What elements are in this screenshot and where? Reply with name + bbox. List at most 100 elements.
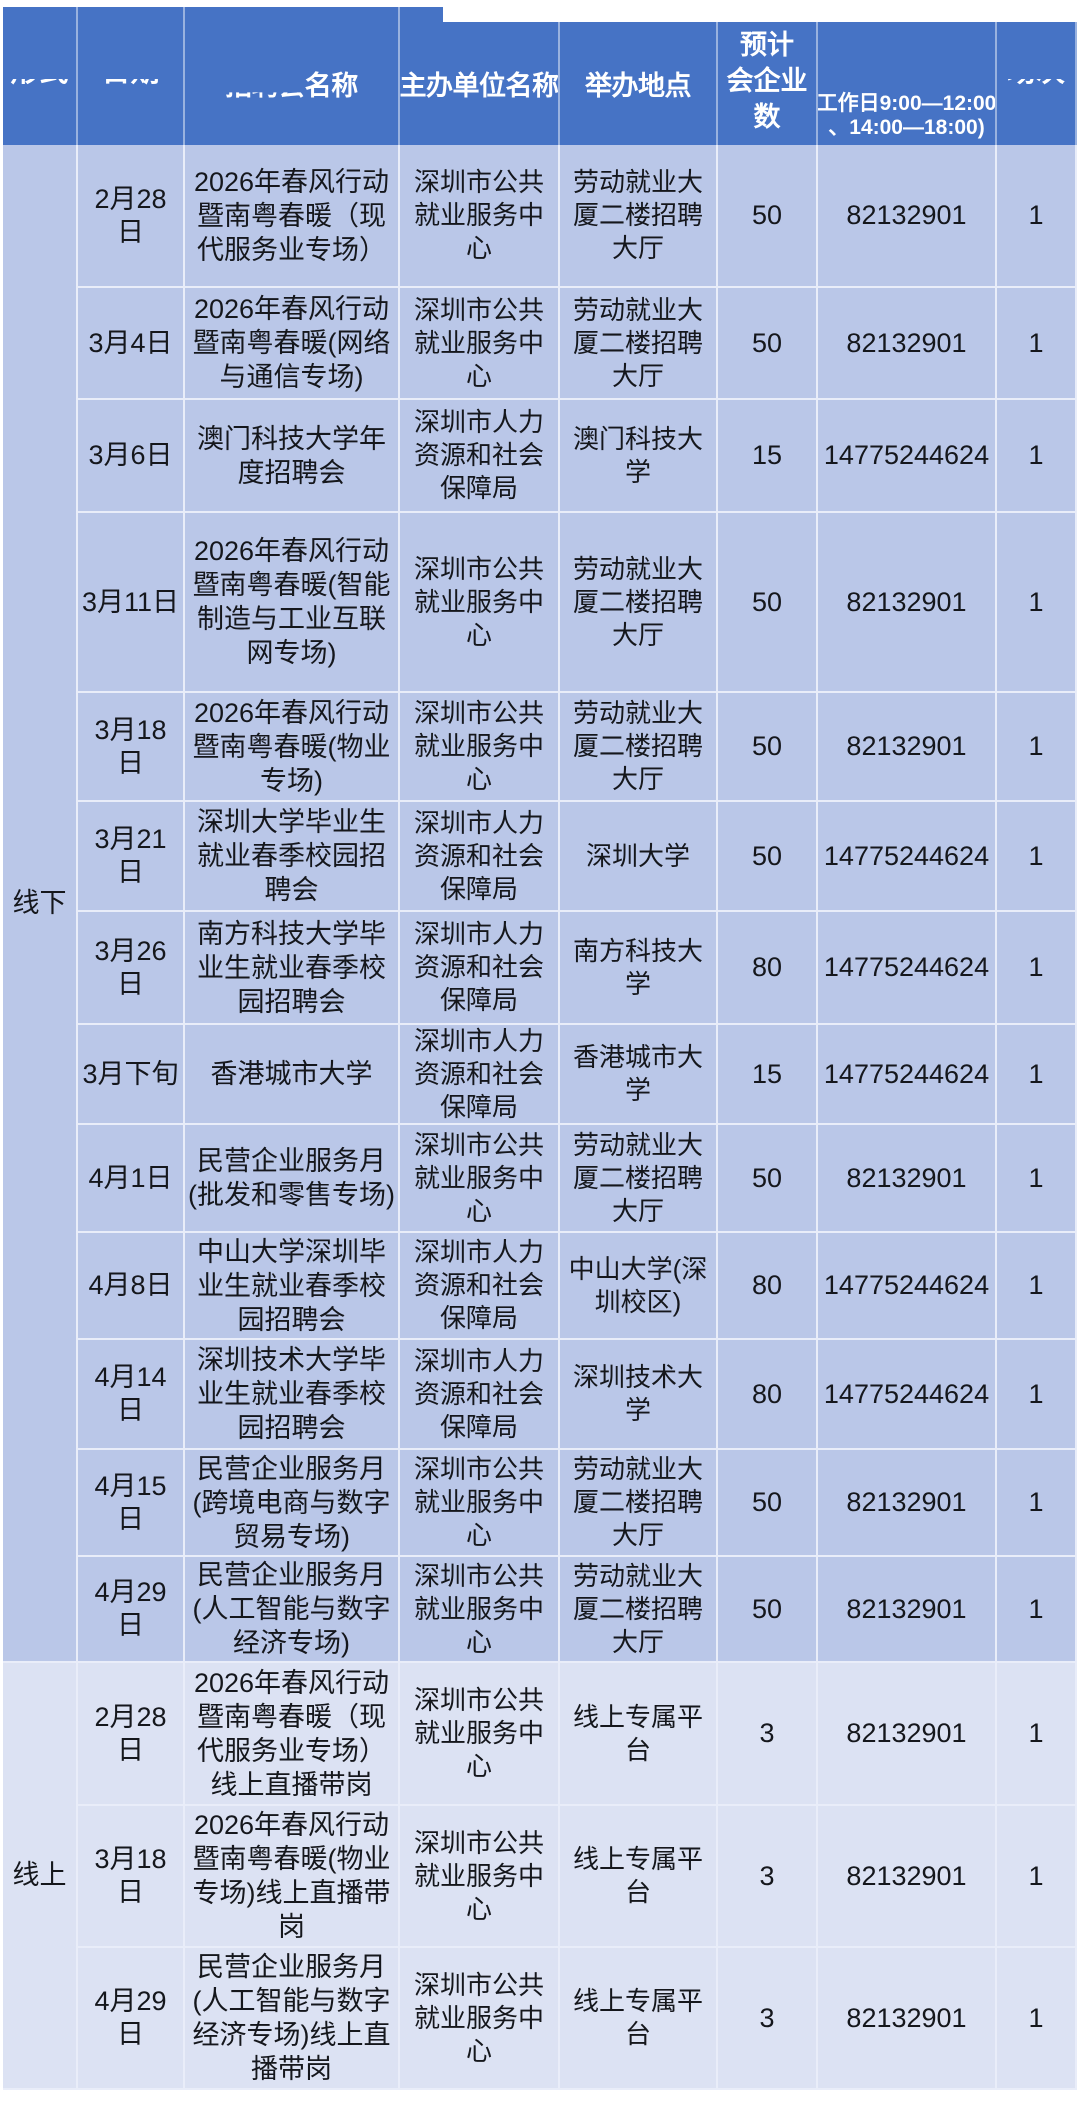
cell-phone: 82132901 [818, 1557, 997, 1663]
cell-date: 4月15日 [78, 1450, 185, 1557]
header-form: 形式 [3, 7, 78, 145]
cell-location: 中山大学(深圳校区) [560, 1233, 718, 1340]
cell-date: 3月11日 [78, 513, 185, 693]
cell-organizer: 深圳市公共就业服务中心 [400, 1125, 560, 1233]
cell-organizer: 深圳市人力资源和社会保障局 [400, 802, 560, 912]
header-expected-line1: 预计 [740, 30, 794, 60]
cell-expected-count: 50 [718, 693, 818, 802]
cell-location: 香港城市大学 [560, 1025, 718, 1125]
header-expected-count: 预计 会企业 数 [718, 7, 818, 145]
cell-organizer: 深圳市公共就业服务中心 [400, 1663, 560, 1806]
header-phone-hours: 工作日9:00—12:00 、14:00—18:00) [818, 7, 997, 145]
cell-date: 3月21日 [78, 802, 185, 912]
cell-expected-count: 50 [718, 288, 818, 400]
cell-fair-name: 2026年春风行动暨南粤春暖(物业专场)线上直播带岗 [185, 1806, 400, 1948]
cell-sessions: 1 [997, 1450, 1077, 1557]
cell-sessions: 1 [997, 1025, 1077, 1125]
cell-expected-count: 80 [718, 1233, 818, 1340]
cell-expected-count: 3 [718, 1663, 818, 1806]
cell-sessions: 1 [997, 1557, 1077, 1663]
cell-fair-name: 澳门科技大学年度招聘会 [185, 400, 400, 513]
header-organizer-label: 主办单位名称 [400, 70, 559, 101]
cell-location: 劳动就业大厦二楼招聘大厅 [560, 693, 718, 802]
cell-date: 4月29日 [78, 1557, 185, 1663]
cell-sessions: 1 [997, 1233, 1077, 1340]
cell-expected-count: 50 [718, 1450, 818, 1557]
cell-date: 3月4日 [78, 288, 185, 400]
cell-sessions: 1 [997, 1663, 1077, 1806]
cell-phone: 82132901 [818, 1450, 997, 1557]
cell-location: 劳动就业大厦二楼招聘大厅 [560, 1557, 718, 1663]
cell-fair-name: 2026年春风行动暨南粤春暖(物业专场) [185, 693, 400, 802]
cell-fair-name: 2026年春风行动暨南粤春暖（现代服务业专场） [185, 145, 400, 288]
cell-sessions: 1 [997, 288, 1077, 400]
section-label-offline: 线下 [3, 145, 78, 1663]
cell-phone: 82132901 [818, 288, 997, 400]
cell-location: 深圳技术大学 [560, 1340, 718, 1450]
cell-organizer: 深圳市人力资源和社会保障局 [400, 1233, 560, 1340]
header-location: 举办地点 [560, 7, 718, 145]
cell-sessions: 1 [997, 1806, 1077, 1948]
header-phone-line2: 、14:00—18:00) [828, 116, 985, 139]
header-expected-line2: 会企业 [726, 66, 808, 96]
cell-expected-count: 3 [718, 1806, 818, 1948]
cell-location: 劳动就业大厦二楼招聘大厅 [560, 513, 718, 693]
header-expected-line3: 数 [753, 102, 781, 132]
cell-sessions: 1 [997, 802, 1077, 912]
cell-date: 3月18日 [78, 1806, 185, 1948]
cell-sessions: 1 [997, 1948, 1077, 2090]
cell-expected-count: 80 [718, 912, 818, 1025]
cell-organizer: 深圳市公共就业服务中心 [400, 1948, 560, 2090]
cell-phone: 82132901 [818, 1948, 997, 2090]
header-phone-line1: 工作日9:00—12:00 [818, 92, 997, 115]
cell-location: 劳动就业大厦二楼招聘大厅 [560, 145, 718, 288]
cell-date: 3月下旬 [78, 1025, 185, 1125]
cell-phone: 14775244624 [818, 802, 997, 912]
cell-phone: 14775244624 [818, 400, 997, 513]
schedule-grid: 形式 日期 招聘会 名称 主办单位名称 举办地点 预计 会企业 数 工作日9:00… [3, 7, 1077, 2090]
cell-location: 线上专属平台 [560, 1663, 718, 1806]
cell-fair-name: 2026年春风行动暨南粤春暖（现代服务业专场）线上直播带岗 [185, 1663, 400, 1806]
cell-date: 4月29日 [78, 1948, 185, 2090]
cell-sessions: 1 [997, 400, 1077, 513]
cell-sessions: 1 [997, 1125, 1077, 1233]
cell-phone: 14775244624 [818, 1025, 997, 1125]
cell-expected-count: 15 [718, 400, 818, 513]
cell-organizer: 深圳市公共就业服务中心 [400, 288, 560, 400]
cell-fair-name: 香港城市大学 [185, 1025, 400, 1125]
cell-date: 3月26日 [78, 912, 185, 1025]
cell-organizer: 深圳市公共就业服务中心 [400, 1557, 560, 1663]
cell-date: 4月1日 [78, 1125, 185, 1233]
cell-sessions: 1 [997, 145, 1077, 288]
cell-location: 劳动就业大厦二楼招聘大厅 [560, 1125, 718, 1233]
cell-phone: 82132901 [818, 693, 997, 802]
cell-date: 3月6日 [78, 400, 185, 513]
header-fair-name-label: 名称 [304, 70, 359, 101]
cell-organizer: 深圳市人力资源和社会保障局 [400, 1025, 560, 1125]
cell-expected-count: 50 [718, 145, 818, 288]
cell-expected-count: 15 [718, 1025, 818, 1125]
header-form-label: 形式 [10, 56, 69, 88]
header-location-label: 举办地点 [585, 70, 692, 101]
cell-fair-name: 中山大学深圳毕业生就业春季校园招聘会 [185, 1233, 400, 1340]
cell-fair-name: 2026年春风行动暨南粤春暖(智能制造与工业互联网专场) [185, 513, 400, 693]
cell-location: 劳动就业大厦二楼招聘大厅 [560, 1450, 718, 1557]
cell-phone: 82132901 [818, 513, 997, 693]
cell-fair-name: 民营企业服务月(人工智能与数字经济专场) [185, 1557, 400, 1663]
cell-location: 深圳大学 [560, 802, 718, 912]
cell-phone: 82132901 [818, 1125, 997, 1233]
cell-date: 2月28日 [78, 1663, 185, 1806]
cell-expected-count: 50 [718, 1125, 818, 1233]
header-sessions-label: 场次 [1006, 56, 1065, 88]
cell-fair-name: 深圳技术大学毕业生就业春季校园招聘会 [185, 1340, 400, 1450]
cell-expected-count: 50 [718, 1557, 818, 1663]
cell-organizer: 深圳市人力资源和社会保障局 [400, 400, 560, 513]
cell-organizer: 深圳市公共就业服务中心 [400, 145, 560, 288]
cell-fair-name: 民营企业服务月(人工智能与数字经济专场)线上直播带岗 [185, 1948, 400, 2090]
cell-date: 4月14日 [78, 1340, 185, 1450]
cell-fair-name: 民营企业服务月(跨境电商与数字贸易专场) [185, 1450, 400, 1557]
cell-location: 南方科技大学 [560, 912, 718, 1025]
cell-expected-count: 3 [718, 1948, 818, 2090]
cell-date: 4月8日 [78, 1233, 185, 1340]
